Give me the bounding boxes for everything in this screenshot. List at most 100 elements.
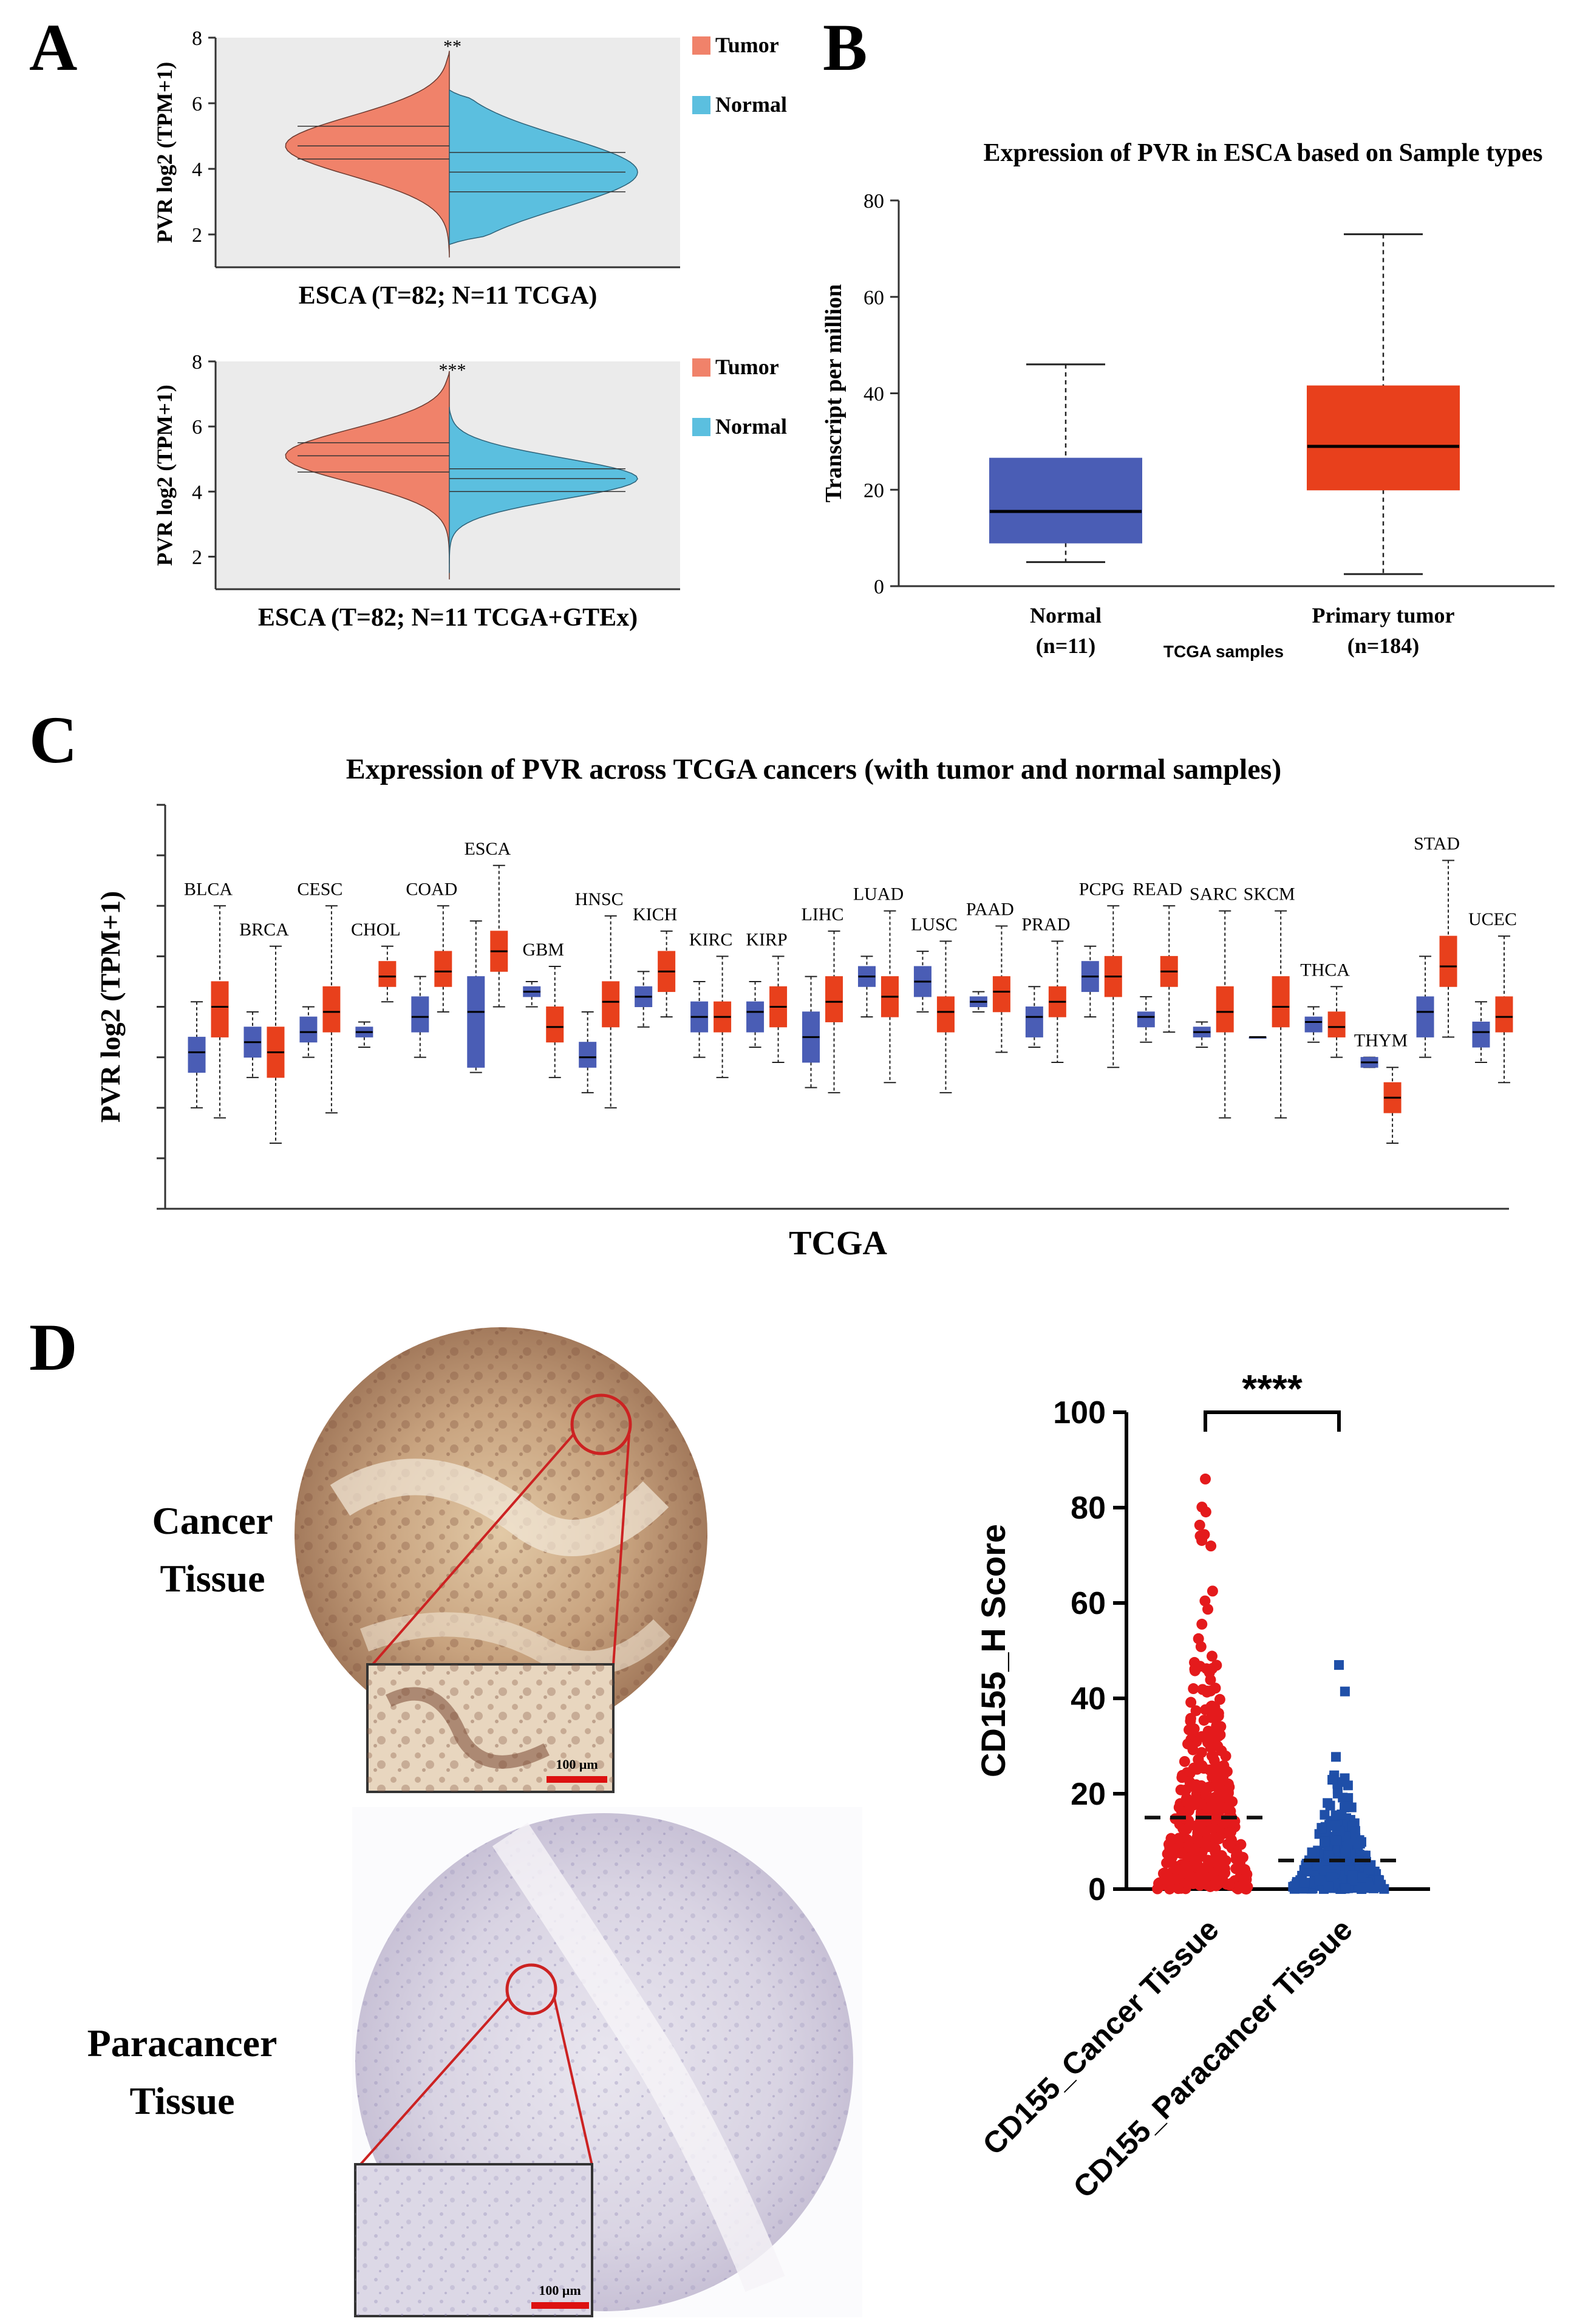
- box-normal: [1472, 1021, 1490, 1048]
- box-normal: [1416, 996, 1434, 1037]
- box-tumor: [1307, 385, 1460, 491]
- y-tick-label: 100: [1053, 1395, 1106, 1430]
- box-tumor: [1495, 996, 1513, 1033]
- paracancer-tissue-label-line2: Tissue: [129, 2079, 234, 2122]
- data-point-cancer: [1208, 1823, 1220, 1834]
- data-point-cancer: [1194, 1519, 1205, 1531]
- data-point-cancer: [1205, 1741, 1217, 1753]
- y-tick-label: 4: [192, 481, 202, 504]
- normal-violin: [449, 89, 638, 245]
- data-point-cancer: [1224, 1879, 1235, 1891]
- data-point-cancer: [1204, 1802, 1216, 1814]
- y-axis-label: PVR log2 (TPM+1): [95, 891, 126, 1123]
- box-normal: [1137, 1011, 1155, 1028]
- data-point-cancer: [1209, 1814, 1221, 1825]
- data-point-cancer: [1176, 1806, 1188, 1817]
- box-tumor: [434, 951, 452, 987]
- paracancer-tissue-image: 100 μm: [352, 1807, 862, 2317]
- cancer-type-label: SARC: [1190, 884, 1237, 904]
- y-tick-label: 0: [874, 576, 884, 598]
- cancer-type-label: KICH: [633, 904, 677, 924]
- legend-swatch-tumor: [692, 358, 710, 377]
- paracancer-tissue-label: Paracancer: [87, 2022, 278, 2065]
- data-point-cancer: [1214, 1693, 1225, 1705]
- data-point-cancer: [1215, 1851, 1227, 1862]
- panel-letter-c: C: [29, 703, 77, 777]
- data-point-cancer: [1196, 1747, 1207, 1758]
- data-point-cancer: [1207, 1585, 1218, 1597]
- data-point-paracancer: [1350, 1826, 1360, 1836]
- legend-swatch-normal: [692, 96, 710, 114]
- y-tick-label: 8: [192, 27, 202, 50]
- data-point-cancer: [1222, 1787, 1234, 1799]
- data-point-paracancer: [1340, 1817, 1350, 1827]
- box-tumor: [378, 961, 397, 987]
- category-count: (n=184): [1347, 634, 1420, 658]
- data-point-paracancer: [1316, 1823, 1327, 1833]
- cancer-type-label: BLCA: [184, 879, 233, 899]
- data-point-cancer: [1187, 1741, 1198, 1752]
- data-point-cancer: [1179, 1755, 1190, 1767]
- significance-label: ***: [439, 360, 466, 380]
- box-tumor: [1327, 1011, 1346, 1037]
- data-point-cancer: [1176, 1772, 1188, 1783]
- data-point-cancer: [1224, 1827, 1236, 1838]
- cancer-type-label: HNSC: [575, 889, 624, 909]
- y-tick-label: 8: [192, 351, 202, 374]
- box-normal: [1025, 1006, 1043, 1037]
- panel-letter-b: B: [823, 10, 867, 84]
- box-tumor: [825, 976, 843, 1022]
- y-tick-label: 4: [192, 159, 202, 181]
- significance-label: ****: [1242, 1367, 1303, 1410]
- cancer-type-label: UCEC: [1468, 909, 1517, 929]
- cancer-tissue-image: 100 μm: [295, 1327, 707, 1793]
- y-axis-label: CD155_H Score: [974, 1524, 1012, 1777]
- cancer-type-label: LUAD: [853, 884, 904, 904]
- data-point-cancer: [1202, 1860, 1213, 1871]
- cancer-type-label: KIRP: [746, 929, 787, 949]
- data-point-cancer: [1193, 1633, 1204, 1644]
- scale-bar: [531, 2302, 589, 2309]
- data-point-cancer: [1194, 1819, 1205, 1831]
- data-point-paracancer: [1331, 1752, 1341, 1762]
- data-point-paracancer: [1363, 1865, 1374, 1875]
- cancer-type-label: LUSC: [911, 914, 958, 934]
- data-point-paracancer: [1332, 1836, 1342, 1846]
- data-point-cancer: [1202, 1604, 1214, 1615]
- x-axis-label: TCGA: [789, 1225, 887, 1262]
- box-normal: [1304, 1016, 1323, 1033]
- data-point-paracancer: [1330, 1820, 1340, 1831]
- data-point-cancer: [1196, 1836, 1207, 1848]
- y-tick-label: 80: [863, 190, 884, 213]
- data-point-paracancer: [1340, 1847, 1350, 1857]
- cancer-type-label: GBM: [523, 940, 564, 960]
- data-point-cancer: [1200, 1473, 1211, 1485]
- data-point-paracancer: [1307, 1847, 1317, 1857]
- data-point-cancer: [1207, 1771, 1218, 1783]
- cancer-type-label: CESC: [297, 879, 342, 899]
- data-point-cancer: [1186, 1851, 1197, 1862]
- violin-plot-tcga: 2 4 6 8 ** ESCA (T=82; N=11 TCGA) PVR log2 (TP…: [152, 27, 787, 310]
- data-point-cancer: [1237, 1851, 1248, 1863]
- data-point-cancer: [1206, 1650, 1218, 1662]
- box-normal: [188, 1036, 206, 1073]
- legend-label-tumor: Tumor: [715, 355, 779, 379]
- box-tumor: [211, 981, 229, 1037]
- panel-letter-a: A: [29, 10, 77, 84]
- data-point-cancer: [1216, 1745, 1227, 1757]
- box-tumor: [546, 1006, 564, 1043]
- category-count: (n=11): [1036, 634, 1096, 658]
- box-normal: [746, 1001, 765, 1033]
- chart-title: Expression of PVR in ESCA based on Sampl…: [983, 139, 1542, 167]
- data-point-cancer: [1203, 1782, 1214, 1793]
- category-label: Normal: [1030, 603, 1102, 627]
- x-axis-label: ESCA (T=82; N=11 TCGA): [299, 282, 598, 310]
- data-point-cancer: [1213, 1860, 1225, 1871]
- data-point-paracancer: [1355, 1839, 1365, 1849]
- data-point-paracancer: [1314, 1875, 1324, 1885]
- data-point-paracancer: [1320, 1836, 1330, 1847]
- y-tick-label: 6: [192, 416, 202, 439]
- cancer-tissue-label: Cancer: [152, 1499, 273, 1542]
- cancer-type-label: PCPG: [1079, 879, 1125, 899]
- y-tick-label: 0: [1088, 1872, 1106, 1907]
